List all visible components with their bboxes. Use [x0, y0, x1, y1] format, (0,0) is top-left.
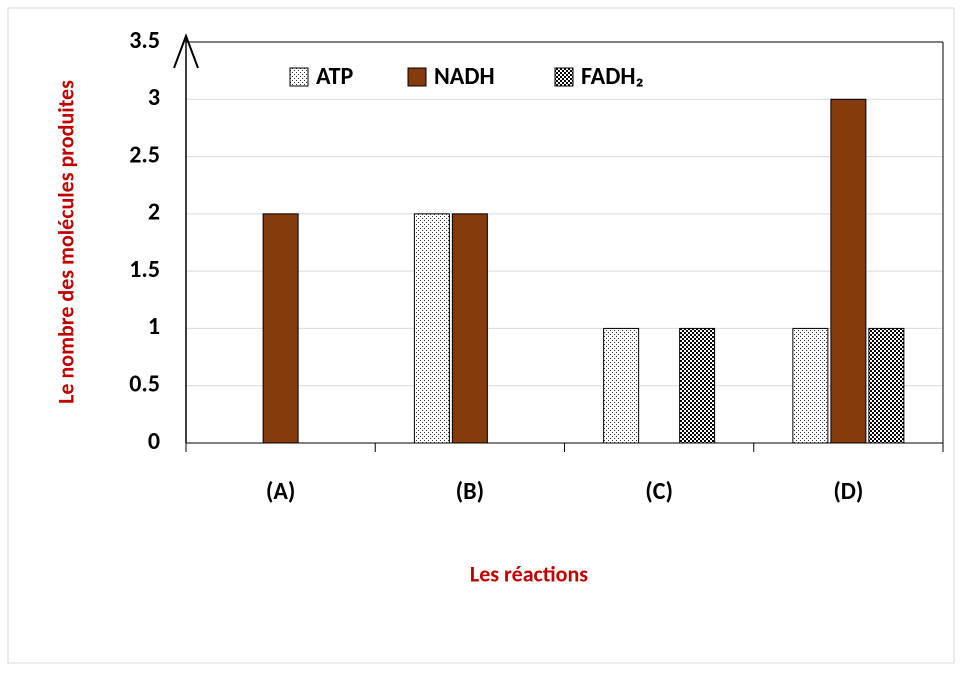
x-tick-label: (D) [833, 477, 863, 506]
legend-swatch [289, 67, 309, 87]
x-tick-label: (C) [645, 477, 673, 506]
bar [830, 98, 867, 444]
bar [679, 327, 716, 444]
y-axis-arrow [173, 33, 199, 69]
y-tick-label: 2.5 [129, 140, 160, 169]
bar [792, 327, 829, 444]
bar [451, 213, 488, 444]
y-tick-label: 2 [148, 198, 160, 227]
y-tick-label: 3.5 [129, 26, 160, 55]
y-axis-label: Le nombre des molécules produites [52, 80, 79, 404]
y-tick-label: 0.5 [129, 370, 160, 399]
legend-label: NADH [434, 62, 495, 91]
legend-swatch [407, 67, 427, 87]
y-tick-label: 1.5 [129, 255, 160, 284]
legend-label: ATP [316, 62, 354, 91]
bar [262, 213, 299, 444]
y-tick-label: 0 [148, 427, 160, 456]
bar [868, 327, 905, 444]
legend-swatch [554, 67, 574, 87]
y-tick-label: 3 [148, 83, 160, 112]
x-tick-label: (B) [456, 477, 484, 506]
bar [603, 327, 640, 444]
x-tick-label: (A) [266, 477, 296, 506]
bar [413, 213, 450, 444]
legend-label: FADH₂ [581, 62, 644, 91]
y-tick-label: 1 [148, 312, 160, 341]
x-axis-label: Les réactions [470, 560, 588, 587]
